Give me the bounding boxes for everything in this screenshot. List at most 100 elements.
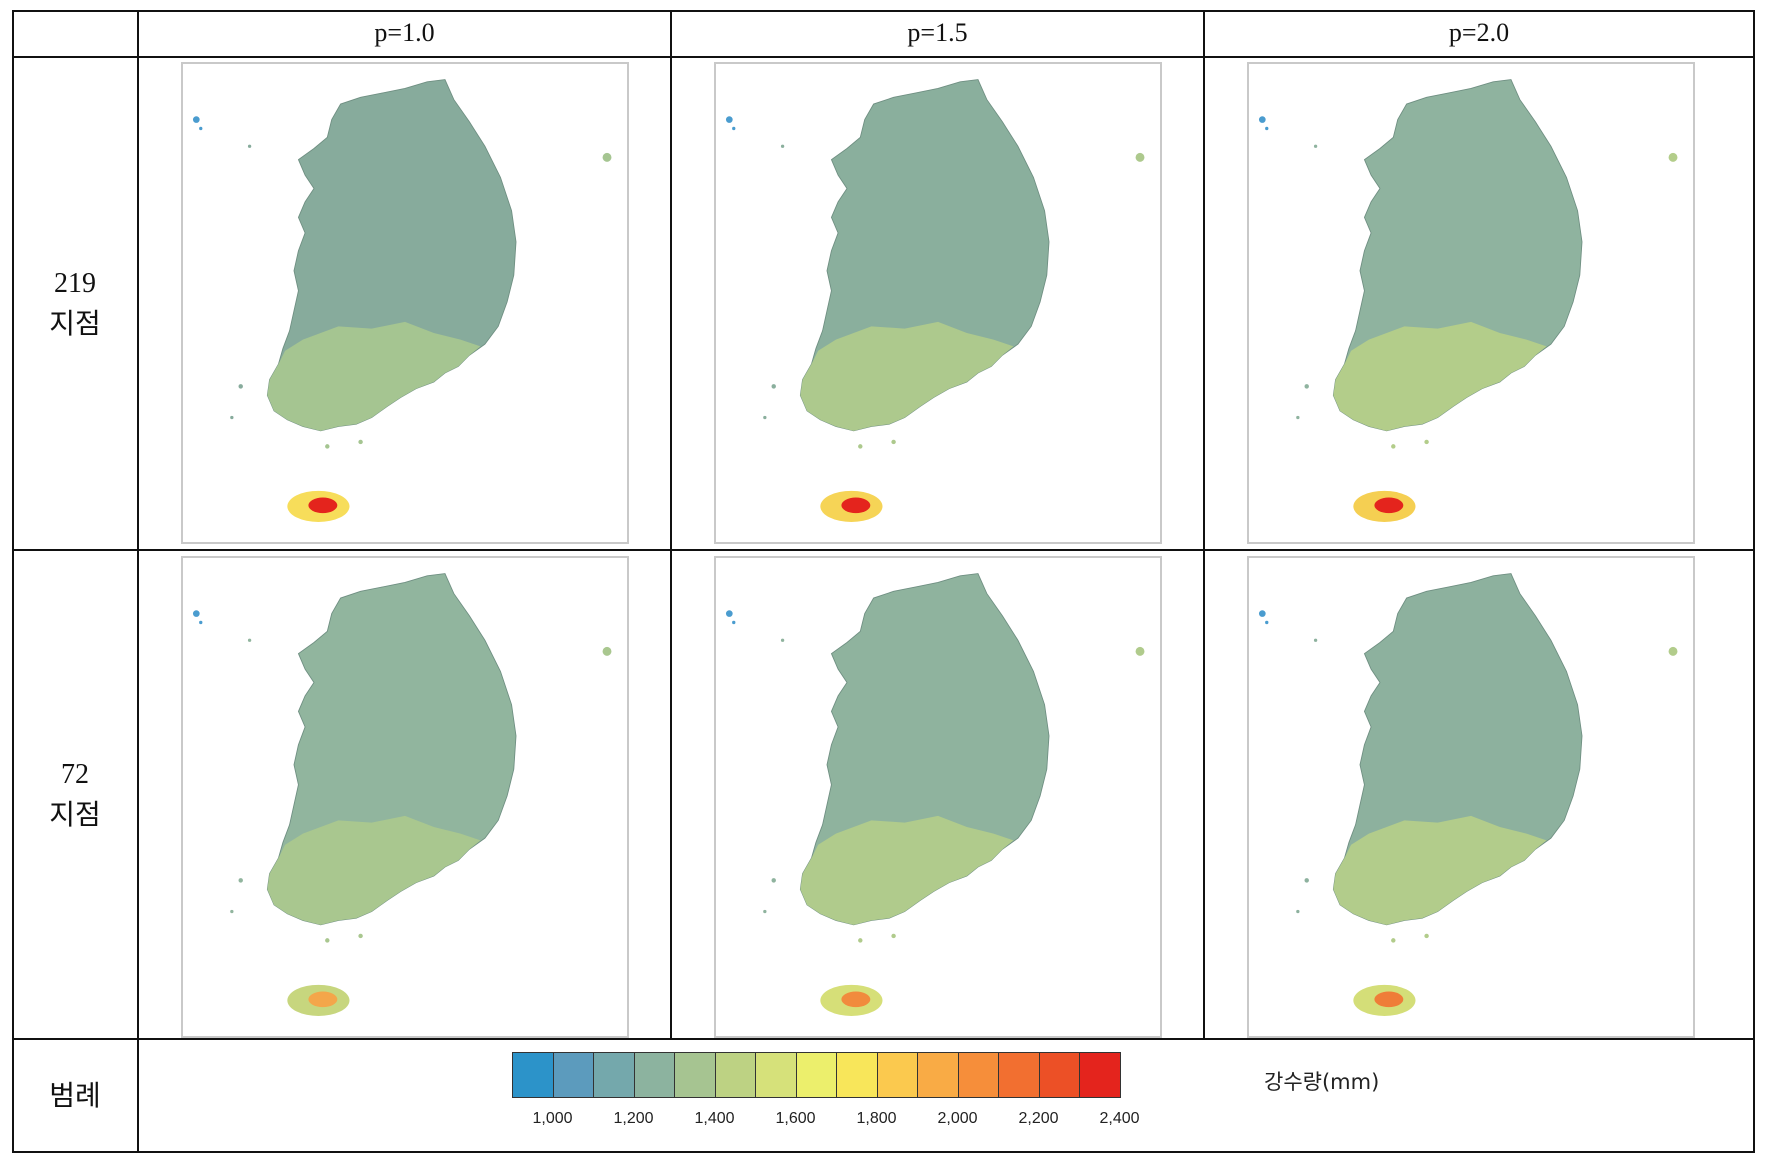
jeju-peak-zone bbox=[308, 497, 338, 514]
southern-region bbox=[800, 815, 1014, 925]
table-border-right bbox=[1753, 10, 1755, 1153]
legend-tick-label: 1,800 bbox=[856, 1110, 897, 1127]
southern-region bbox=[267, 321, 481, 431]
southern-region bbox=[800, 321, 1014, 431]
island bbox=[891, 933, 896, 939]
island bbox=[725, 116, 733, 123]
island bbox=[1258, 610, 1266, 617]
island bbox=[780, 638, 785, 642]
precipitation-map bbox=[1258, 79, 1678, 522]
map-72-p15 bbox=[714, 556, 1162, 1038]
row-header-72: 72 지점 bbox=[12, 551, 138, 1038]
island bbox=[891, 439, 896, 445]
legend-swatch bbox=[593, 1052, 635, 1098]
table-border-left bbox=[12, 10, 14, 1153]
island bbox=[199, 620, 203, 625]
island bbox=[780, 144, 785, 148]
row-header-unit: 지점 bbox=[49, 306, 101, 340]
column-header-p2: p=2.0 bbox=[1448, 18, 1510, 47]
legend-tick-label: 2,200 bbox=[1018, 1110, 1059, 1127]
island bbox=[1296, 415, 1300, 420]
map-219-p2 bbox=[1247, 62, 1695, 544]
island bbox=[358, 439, 363, 445]
jeju-peak-zone bbox=[1374, 497, 1404, 514]
row-header-legend: 범례 bbox=[12, 1040, 138, 1151]
column-header-p15: p=1.5 bbox=[907, 18, 968, 47]
legend-swatch bbox=[714, 1052, 756, 1098]
legend-swatch bbox=[1079, 1052, 1121, 1098]
island bbox=[192, 610, 200, 617]
legend-swatch bbox=[512, 1052, 554, 1098]
island bbox=[247, 144, 252, 148]
island bbox=[1668, 152, 1678, 162]
comparison-table: p=1.0 p=1.5 p=2.0 219 지점 72 지점 범례 bbox=[12, 10, 1755, 1153]
legend-swatch bbox=[633, 1052, 675, 1098]
island bbox=[1296, 909, 1300, 914]
jeju-peak-zone bbox=[841, 991, 871, 1008]
island bbox=[358, 933, 363, 939]
island bbox=[858, 938, 863, 943]
southern-region bbox=[1333, 815, 1547, 925]
island bbox=[763, 415, 767, 420]
row-header-count: 219 bbox=[54, 267, 96, 299]
island bbox=[1424, 439, 1429, 445]
island bbox=[763, 909, 767, 914]
table-border-bottom bbox=[12, 1151, 1755, 1153]
row-header-unit: 지점 bbox=[49, 797, 101, 831]
island bbox=[1304, 878, 1309, 883]
island bbox=[771, 878, 776, 883]
island bbox=[771, 384, 776, 389]
island bbox=[230, 415, 234, 420]
island bbox=[1424, 933, 1429, 939]
map-219-p1 bbox=[181, 62, 629, 544]
table-border-row1 bbox=[12, 549, 1755, 551]
legend-tick-label: 1,400 bbox=[694, 1110, 735, 1127]
island bbox=[325, 444, 330, 449]
island bbox=[1313, 144, 1318, 148]
southern-region bbox=[1333, 321, 1547, 431]
legend-row-label: 범례 bbox=[49, 1078, 101, 1112]
legend-tick-label: 2,400 bbox=[1099, 1110, 1140, 1127]
table-border-col2 bbox=[670, 10, 672, 1040]
island bbox=[238, 384, 243, 389]
legend-swatch bbox=[917, 1052, 959, 1098]
island bbox=[1304, 384, 1309, 389]
island bbox=[247, 638, 252, 642]
legend-swatch bbox=[755, 1052, 797, 1098]
legend-swatch bbox=[836, 1052, 878, 1098]
row-header-219: 219 지점 bbox=[12, 58, 138, 549]
legend-swatch bbox=[552, 1052, 594, 1098]
legend-swatch bbox=[795, 1052, 837, 1098]
table-border-row2 bbox=[12, 1038, 1755, 1040]
legend-tick-label: 1,600 bbox=[775, 1110, 816, 1127]
southern-region bbox=[267, 815, 481, 925]
table-border-top bbox=[12, 10, 1755, 12]
legend-title: 강수량(mm) bbox=[1264, 1070, 1380, 1094]
legend-tick-label: 2,000 bbox=[937, 1110, 978, 1127]
island bbox=[1258, 116, 1266, 123]
map-219-p15 bbox=[714, 62, 1162, 544]
table-border-col1 bbox=[137, 10, 139, 1153]
island bbox=[1135, 152, 1145, 162]
island bbox=[1391, 938, 1396, 943]
island bbox=[602, 152, 612, 162]
precipitation-legend: 강수량(mm) 1,000 1,200 1,400 1,600 1,800 2,000 2,… bbox=[512, 1052, 1379, 1142]
island bbox=[732, 126, 736, 131]
legend-tick-label: 1,000 bbox=[532, 1110, 573, 1127]
legend-tick-label: 1,200 bbox=[613, 1110, 654, 1127]
table-border-header bbox=[12, 56, 1755, 58]
legend-swatch bbox=[1038, 1052, 1080, 1098]
legend-swatch bbox=[957, 1052, 999, 1098]
column-header-p1: p=1.0 bbox=[374, 18, 435, 47]
island bbox=[732, 620, 736, 625]
legend-swatch bbox=[998, 1052, 1040, 1098]
island bbox=[199, 126, 203, 131]
island bbox=[192, 116, 200, 123]
island bbox=[1265, 126, 1269, 131]
precipitation-map bbox=[725, 79, 1145, 522]
precipitation-map bbox=[192, 79, 612, 522]
island bbox=[1265, 620, 1269, 625]
precipitation-map bbox=[1258, 573, 1678, 1016]
jeju-peak-zone bbox=[841, 497, 871, 514]
island bbox=[725, 610, 733, 617]
